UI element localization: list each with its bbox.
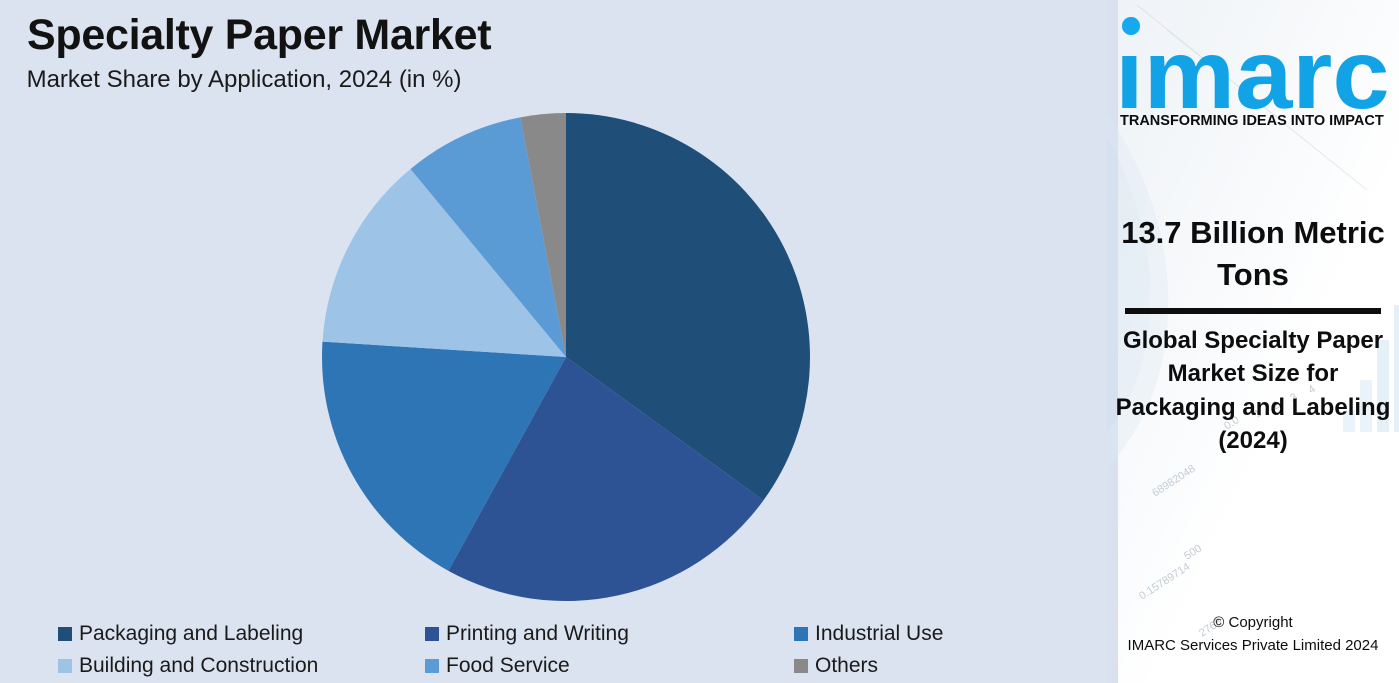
svg-text:500: 500 [1182,542,1204,562]
svg-text:68982048: 68982048 [1150,463,1198,500]
svg-text:0.15789714: 0.15789714 [1137,561,1192,603]
